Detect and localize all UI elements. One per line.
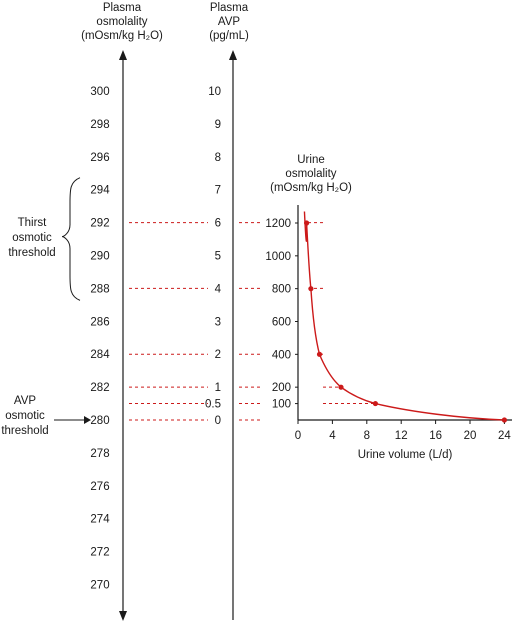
avp-tick-label: 7 [215,185,221,197]
urine-osmolality-tick-label: 400 [272,349,291,361]
axis-labels: Urine volume (L/d) Plasma osmolality (mOsm/… [81,2,452,461]
osmolality-tick-label: 278 [90,448,109,460]
osmolality-tick-label: 282 [90,382,109,394]
osmolality-tick-label: 270 [90,580,109,592]
thirst-threshold-label: osmotic [12,232,52,244]
avp-tick-label: 10 [208,86,221,98]
avp-tick-label: 2 [215,349,221,361]
osmolality-axis-title: (mOsm/kg H₂O) [81,30,163,42]
osmolality-tick-label: 276 [90,481,109,493]
avp-tick-label: 1 [215,382,221,394]
urine-osmolality-tick-label: 1000 [265,251,291,263]
urine-osmolality-tick-label: 100 [272,399,291,411]
urine-curve-point [338,384,344,390]
urine-curve-line [303,211,505,421]
osmolality-tick-label: 294 [90,185,110,197]
avp-threshold-label: osmotic [5,410,45,422]
osmolality-axis-arrow-up [119,50,127,60]
osmolality-tick-label: 284 [90,349,110,361]
urine-volume-tick-label: 24 [498,430,511,442]
osmolality-tick-label: 288 [90,283,109,295]
urine-volume-axis-title: Urine volume (L/d) [358,449,453,461]
urine-curve-point [501,417,507,423]
avp-tick-label: 6 [215,218,221,230]
urine-volume-tick-label: 0 [295,430,301,442]
urine-curve-point [316,351,323,357]
urine-osmolality-axis-title: osmolality [285,168,336,180]
thirst-threshold-label: threshold [8,247,55,259]
thirst-brace [61,177,81,301]
axes: 2702722742762782802822842862882902922942… [90,50,512,621]
avp-tick-label: 3 [215,316,221,328]
annotations: Thirst osmotic threshold AVP osmotic threshol… [1,177,91,437]
urine-osmolality-tick-label: 600 [272,317,291,329]
urine-curve-point [372,400,378,407]
urine-volume-tick-label: 20 [464,430,477,442]
osmolality-tick-label: 274 [90,514,110,526]
avp-threshold-label: AVP [14,395,36,407]
avp-tick-label: 0.5 [205,399,221,411]
avp-tick-label: 5 [215,251,221,263]
osmolality-tick-label: 290 [90,251,109,263]
guide-lines [129,222,505,421]
urine-curve-point [304,220,310,226]
osmolality-axis-title: Plasma [103,2,142,14]
avp-threshold-label: threshold [1,425,48,437]
urine-volume-tick-label: 12 [395,430,408,442]
avp-axis-arrow-up [229,50,237,60]
osmolality-axis-arrow-down [119,611,127,621]
thirst-threshold-label: Thirst [18,217,48,229]
osmolality-tick-label: 300 [90,86,109,98]
osmolality-tick-label: 272 [90,547,109,559]
urine-osmolality-tick-label: 200 [272,382,291,394]
urine-curve-point [308,286,314,292]
osmolality-tick-label: 296 [90,152,109,164]
osmolality-tick-label: 292 [90,218,109,230]
urine-volume-tick-label: 4 [329,430,336,442]
urine-volume-tick-label: 8 [364,430,370,442]
osmolality-tick-label: 286 [90,316,109,328]
avp-axis-title: (pg/mL) [209,30,249,42]
urine-volume-tick-label: 16 [429,430,442,442]
osmolality-tick-label: 280 [90,415,109,427]
urine-osmolality-tick-label: 1200 [265,218,291,230]
avp-tick-label: 8 [215,152,221,164]
avp-tick-label: 0 [215,415,221,427]
urine-curve [303,211,507,423]
urine-osmolality-axis-title: (mOsm/kg H₂O) [270,182,352,194]
avp-tick-label: 4 [215,283,222,295]
avp-axis-title: Plasma [210,2,249,14]
avp-tick-label: 9 [215,119,221,131]
avp-axis-title: AVP [218,16,240,28]
osmolality-tick-label: 298 [90,119,109,131]
urine-osmolality-tick-label: 800 [272,284,291,296]
urine-osmolality-axis-title: Urine [297,154,324,166]
osmolality-axis-title: osmolality [96,16,147,28]
avp-threshold-arrow-head [84,416,91,424]
